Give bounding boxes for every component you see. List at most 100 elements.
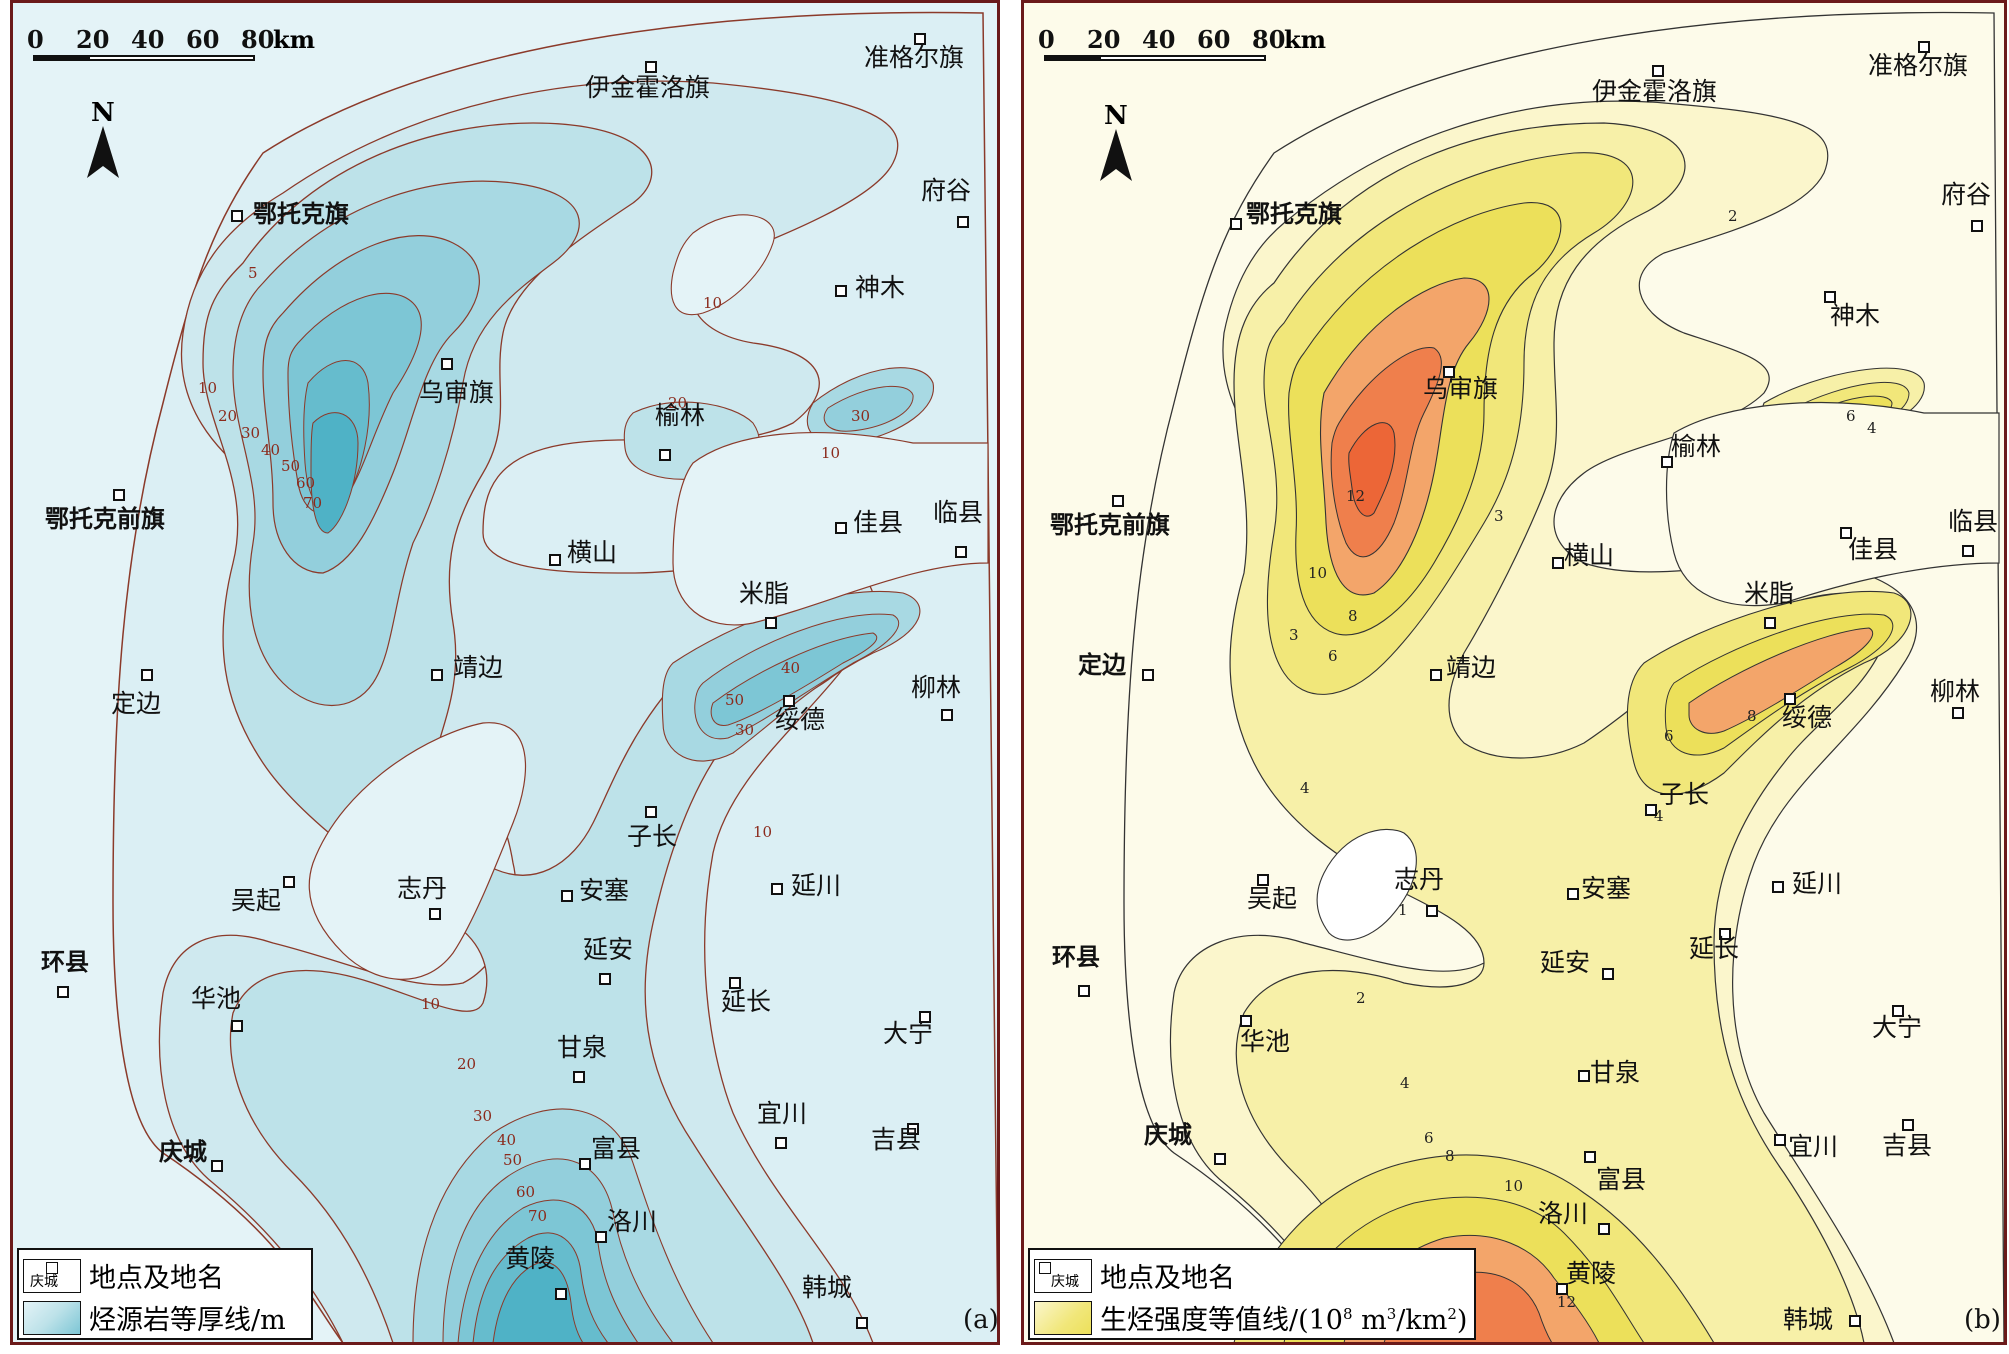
legend-contour-swatch: [23, 1300, 81, 1335]
legend-place-swatch: 庆城: [23, 1258, 81, 1293]
place-marker-icon: [955, 546, 967, 558]
place-marker-icon: [1214, 1153, 1226, 1165]
place-name: 延长: [721, 987, 772, 1016]
contour-value-label: 2: [1728, 207, 1738, 225]
place-name: 大宁: [1872, 1013, 1923, 1042]
place-name: 宜川: [757, 1099, 808, 1128]
legend-row-place: 庆城 地点及地名: [1034, 1256, 1235, 1295]
contour-value-label: 8: [1445, 1147, 1455, 1165]
place-name: 安塞: [1581, 874, 1632, 903]
thickness-contour-map: 5102030405060701020301040503010102030405…: [112, 11, 997, 1342]
contour-value-label: 10: [753, 823, 772, 841]
place-marker-icon: [1772, 881, 1784, 893]
legend-a: 庆城 地点及地名 烃源岩等厚线/m: [17, 1248, 313, 1340]
contour-value-label: 30: [851, 407, 870, 425]
contour-value-label: 60: [296, 474, 315, 492]
place-marker-icon: [1426, 905, 1438, 917]
scale-bar: 0 20 40 60 80 km: [1038, 25, 1326, 69]
scale-tick: 60: [1197, 25, 1231, 54]
place-marker-icon: [549, 554, 561, 566]
legend-place-sample: 庆城: [30, 1273, 58, 1290]
contour-10-east-low: [672, 432, 989, 626]
place-marker-icon: [1849, 1315, 1861, 1327]
contour-value-label: 50: [503, 1151, 522, 1169]
place-name: 靖边: [1446, 653, 1497, 682]
place-marker-icon: [1892, 1005, 1904, 1017]
place-marker-icon: [775, 1137, 787, 1149]
place-marker-icon: [1902, 1119, 1914, 1131]
place-name: 华池: [191, 984, 242, 1013]
contour-value-label: 20: [457, 1055, 476, 1073]
place-name: 横山: [567, 538, 618, 567]
contour-10-northeast: [670, 214, 775, 316]
place-name: 吉县: [1882, 1131, 1933, 1160]
place-marker-icon: [1774, 1134, 1786, 1146]
place-marker-icon: [441, 358, 453, 370]
place-marker-icon: [113, 489, 125, 501]
contour-value-label: 30: [241, 424, 260, 442]
place-marker-icon: [1764, 617, 1776, 629]
contour-value-label: 40: [497, 1131, 516, 1149]
place-name: 宜川: [1788, 1132, 1839, 1161]
place-marker-icon: [1230, 218, 1242, 230]
place-marker-icon: [599, 973, 611, 985]
contour-value-label: 2: [1356, 989, 1366, 1007]
place-name: 靖边: [453, 653, 504, 682]
scale-tick: 0: [27, 25, 44, 54]
place-name: 延安: [583, 935, 634, 964]
contour-value-label: 50: [725, 691, 744, 709]
place-marker-icon: [283, 876, 295, 888]
place-name: 洛川: [607, 1207, 658, 1236]
place-marker-icon: [1443, 366, 1455, 378]
contour-value-label: 70: [528, 1207, 547, 1225]
scale-unit: km: [1284, 25, 1327, 54]
place-name: 大宁: [883, 1019, 934, 1048]
place-marker-icon: [57, 986, 69, 998]
place-marker-icon: [1078, 985, 1090, 997]
place-name: 黄陵: [1566, 1259, 1617, 1288]
place-name: 米脂: [1744, 579, 1795, 608]
place-name: 吴起: [1247, 884, 1298, 913]
contour-value-label: 10: [1504, 1177, 1523, 1195]
place-marker-icon: [729, 977, 741, 989]
place-name: 庆城: [159, 1138, 207, 1166]
place-name: 黄陵: [505, 1244, 556, 1273]
place-name: 柳林: [1930, 677, 1981, 706]
scale-bar-graphic: [1044, 55, 1266, 61]
contour-value-label: 1: [1398, 901, 1408, 919]
scale-bar-graphic: [33, 55, 255, 61]
place-name: 庆城: [1144, 1121, 1192, 1149]
place-marker-icon: [919, 1011, 931, 1023]
contour-value-label: 4: [1867, 419, 1877, 437]
contour-value-label: 6: [1328, 647, 1338, 665]
contour-value-label: 4: [1400, 1074, 1410, 1092]
place-marker-icon: [1962, 545, 1974, 557]
contour-value-label: 8: [1348, 607, 1358, 625]
scale-tick: 0: [1038, 25, 1055, 54]
legend-place-swatch: 庆城: [1034, 1258, 1092, 1293]
place-marker-icon: [835, 522, 847, 534]
north-label: N: [91, 98, 115, 128]
place-marker-icon: [1602, 968, 1614, 980]
place-name: 神木: [1830, 301, 1881, 330]
contour-value-label: 6: [1846, 407, 1856, 425]
place-name: 吴起: [231, 886, 282, 915]
place-marker-icon: [1918, 41, 1930, 53]
place-name: 延川: [791, 871, 842, 900]
place-name: 延川: [1792, 869, 1843, 898]
place-marker-icon: [914, 33, 926, 45]
place-name: 伊金霍洛旗: [1592, 77, 1718, 106]
place-marker-icon: [1556, 1283, 1568, 1295]
place-name: 鄂托克前旗: [45, 505, 165, 533]
scale-tick: 20: [1087, 25, 1121, 54]
contour-value-label: 20: [668, 394, 687, 412]
place-name: 洛川: [1538, 1199, 1589, 1228]
contour-8-suide: [1688, 627, 1874, 734]
map-panel-b: 2 3 4 6 8 10 12 6 4 3 8 6 4 1 2 4 6 8 10 12 0 20 40 60 80 k…: [1021, 0, 2007, 1345]
contour-value-label: 12: [1557, 1293, 1576, 1311]
place-name: 神木: [855, 273, 906, 302]
legend-contour-text: 生烃强度等值线/(108 m3/km2): [1100, 1305, 1468, 1336]
place-name: 志丹: [1394, 865, 1445, 894]
place-marker-icon: [1824, 291, 1836, 303]
